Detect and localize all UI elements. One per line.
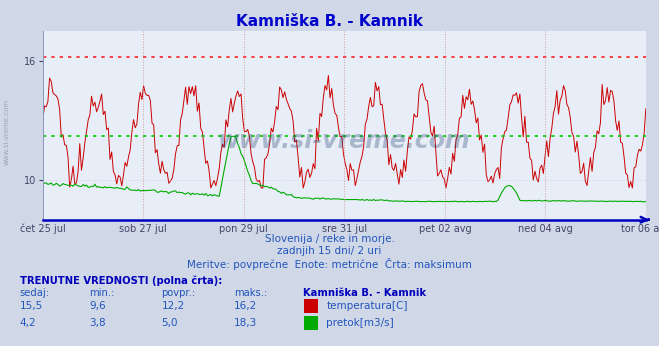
Text: Kamniška B. - Kamnik: Kamniška B. - Kamnik [236, 14, 423, 29]
Text: 15,5: 15,5 [20, 301, 43, 311]
Text: min.:: min.: [89, 288, 115, 298]
Text: 12,2: 12,2 [161, 301, 185, 311]
Text: sedaj:: sedaj: [20, 288, 50, 298]
Text: 9,6: 9,6 [89, 301, 105, 311]
Text: Kamniška B. - Kamnik: Kamniška B. - Kamnik [303, 288, 426, 298]
Text: 5,0: 5,0 [161, 318, 178, 328]
Text: maks.:: maks.: [234, 288, 267, 298]
Text: www.si-vreme.com: www.si-vreme.com [3, 98, 10, 165]
Text: www.si-vreme.com: www.si-vreme.com [218, 128, 471, 153]
Text: Slovenija / reke in morje.: Slovenija / reke in morje. [264, 234, 395, 244]
Text: zadnjih 15 dni/ 2 uri: zadnjih 15 dni/ 2 uri [277, 246, 382, 256]
Text: 16,2: 16,2 [234, 301, 257, 311]
Text: temperatura[C]: temperatura[C] [326, 301, 408, 311]
Text: TRENUTNE VREDNOSTI (polna črta):: TRENUTNE VREDNOSTI (polna črta): [20, 275, 222, 285]
Text: 4,2: 4,2 [20, 318, 36, 328]
Text: 3,8: 3,8 [89, 318, 105, 328]
Text: povpr.:: povpr.: [161, 288, 196, 298]
Text: 18,3: 18,3 [234, 318, 257, 328]
Text: pretok[m3/s]: pretok[m3/s] [326, 318, 394, 328]
Text: Meritve: povprečne  Enote: metrične  Črta: maksimum: Meritve: povprečne Enote: metrične Črta:… [187, 258, 472, 270]
